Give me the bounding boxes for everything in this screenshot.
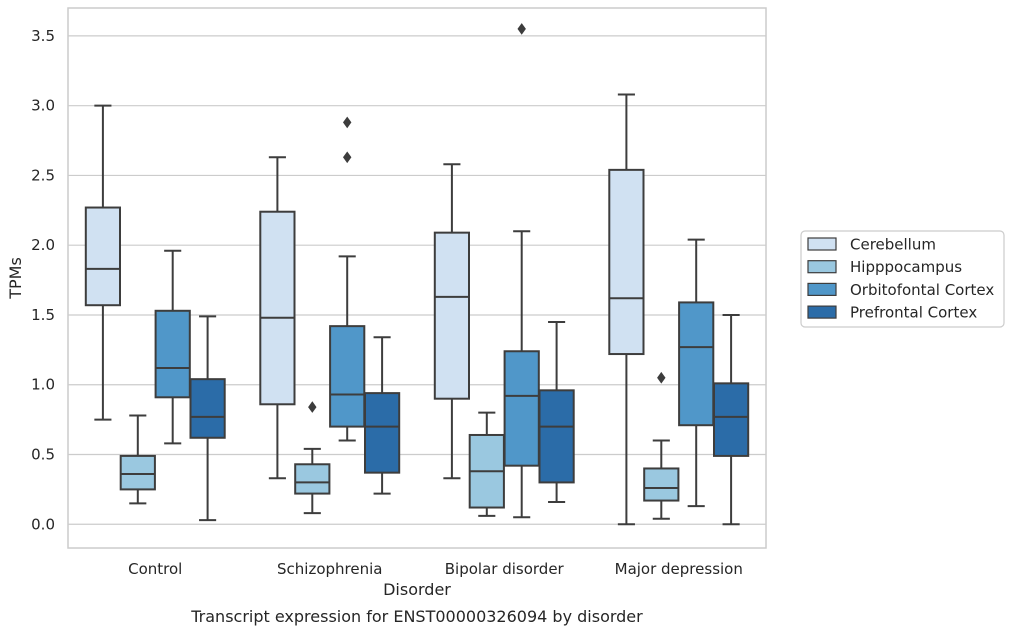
box-hipppocampus [468,411,505,517]
box-prefrontal-cortex [538,320,575,503]
legend-label: Orbitofontal Cortex [850,281,994,299]
outlier-point [342,151,352,164]
box-body [154,309,191,399]
box-body [712,382,750,457]
y-tick-label: 2.0 [31,236,55,254]
legend-swatch [807,305,837,319]
box-body [119,454,156,491]
y-tick-label: 1.5 [31,306,55,324]
box-hipppocampus [119,414,156,505]
box-body [433,231,471,400]
y-tick-label: 3.0 [31,97,55,115]
box-body [329,325,366,428]
outlier-point [657,371,666,384]
y-tick-labels: 0.0 0.5 1.0 1.5 2.0 2.5 3.0 3.5 [31,27,55,533]
box-cerebellum [259,156,296,480]
x-tick-label: Schizophrenia [277,560,382,578]
box-body [503,350,540,467]
box-body [608,168,645,356]
legend-label: Hipppocampus [850,258,962,276]
box-body [84,206,122,307]
x-axis-title: Disorder [383,580,451,599]
y-axis-title: TPMs [6,257,25,300]
legend-swatch [807,260,837,274]
box-prefrontal-cortex [189,315,226,522]
box-body [678,301,715,427]
y-tick-label: 1.0 [31,376,55,394]
legend-frame [800,230,1005,328]
legend: Cerebellum Hipppocampus Orbitofontal Corte… [800,230,1005,328]
outlier-point [308,401,317,413]
outlier-point [342,116,352,129]
box-body [189,378,226,439]
box-plots [84,23,750,526]
box-body [363,392,401,474]
y-tick-label: 0.5 [31,446,55,464]
legend-swatch [807,282,837,296]
box-orbitofontal-cortex [154,249,191,445]
box-cerebellum [433,163,471,480]
x-tick-label: Major depression [615,560,743,578]
box-hipppocampus [294,401,331,515]
plot-frame [67,7,767,549]
y-tick-label: 0.0 [31,515,55,533]
box-cerebellum [608,93,645,526]
box-hipppocampus [643,371,680,520]
legend-label: Cerebellum [850,236,936,254]
box-prefrontal-cortex [712,313,750,526]
legend-swatch [807,237,837,251]
x-tick-label: Bipolar disorder [445,560,565,578]
outlier-point [517,23,526,35]
x-tick-labels: Control Schizophrenia Bipolar disorder Majo… [128,560,743,578]
y-tick-label: 3.5 [31,27,55,45]
box-cerebellum [84,104,122,421]
x-tick-label: Control [128,560,182,578]
box-body [259,210,296,406]
box-body [643,467,680,502]
box-body [538,389,575,484]
box-orbitofontal-cortex [503,23,540,519]
legend-label: Prefrontal Cortex [850,304,977,322]
chart-caption: Transcript expression for ENST0000032609… [190,607,643,626]
box-prefrontal-cortex [363,336,401,495]
box-orbitofontal-cortex [678,238,715,508]
plot-background [68,8,766,548]
box-orbitofontal-cortex [329,116,366,442]
y-tick-label: 2.5 [31,166,55,184]
box-body [294,463,331,495]
